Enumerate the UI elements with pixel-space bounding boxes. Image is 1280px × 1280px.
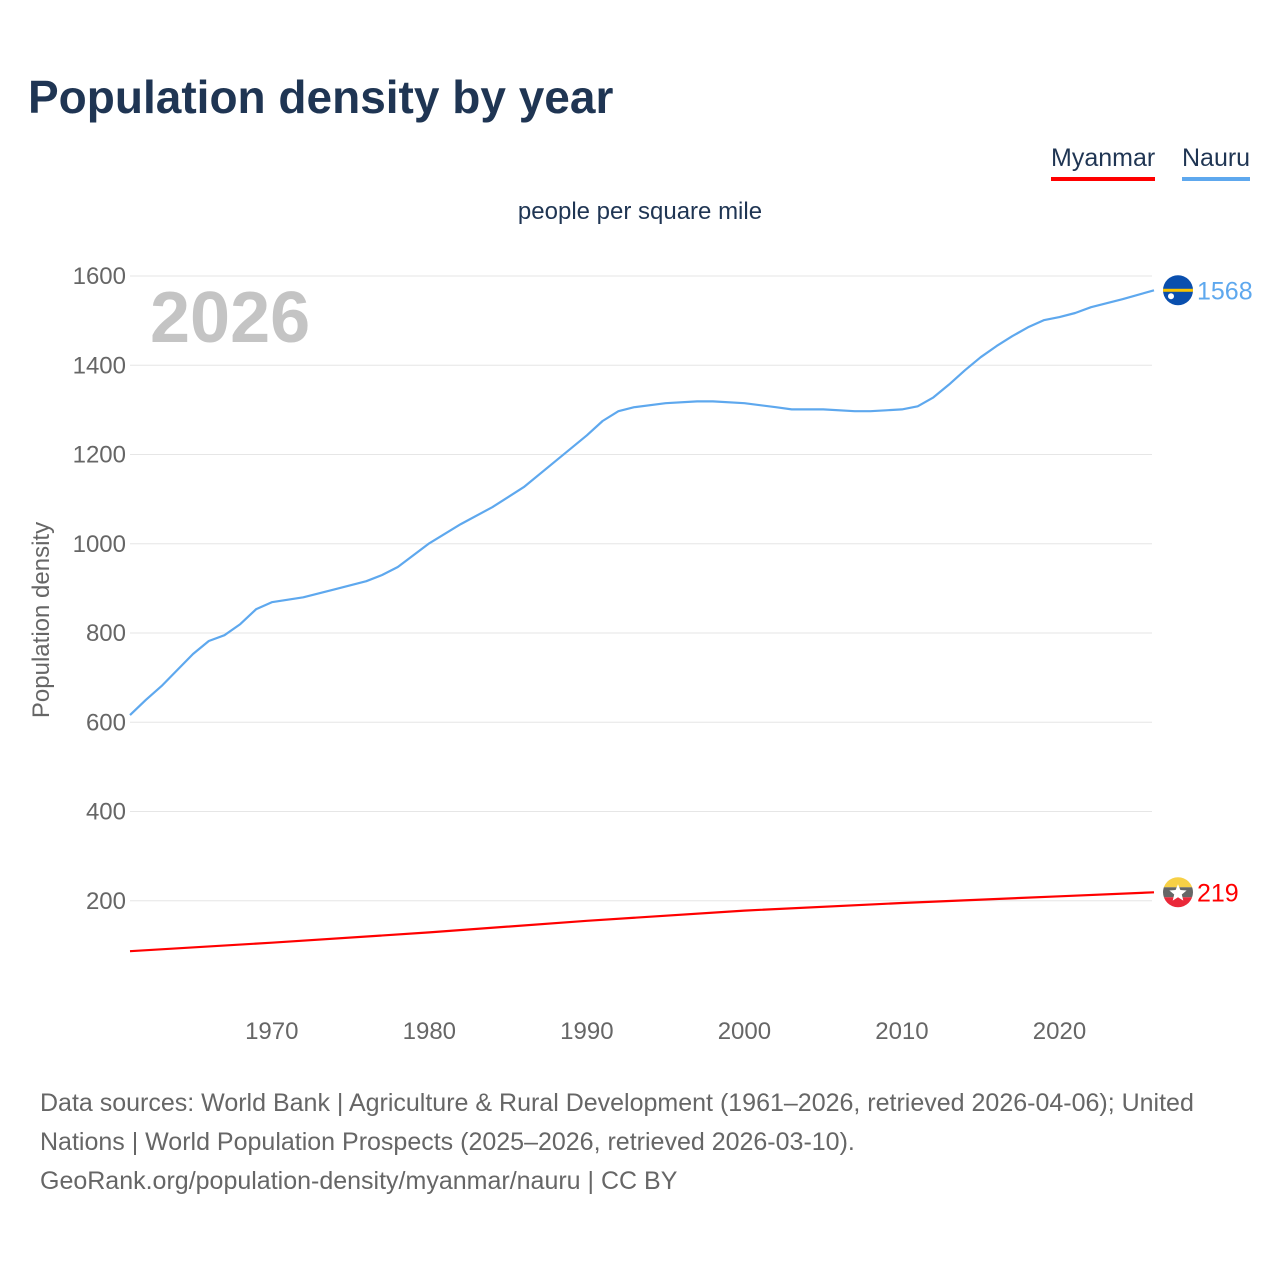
x-tick-label: 1980 [403, 1018, 456, 1045]
x-tick-label: 2020 [1033, 1018, 1086, 1045]
year-watermark: 2026 [150, 278, 310, 358]
x-tick-label: 2000 [718, 1018, 771, 1045]
chart-title: Population density by year [28, 71, 614, 123]
y-tick-label: 400 [86, 799, 126, 826]
y-tick-label: 600 [86, 709, 126, 736]
x-tick-label: 1990 [560, 1018, 613, 1045]
legend-item-myanmar[interactable]: Myanmar [1051, 144, 1156, 181]
source-note: Data sources: World Bank | Agriculture &… [40, 1084, 1250, 1201]
y-tick-label: 1600 [73, 263, 126, 290]
series-line-myanmar [129, 891, 1155, 953]
y-tick-label: 1200 [73, 442, 126, 469]
line-chart: 2026 200 400 600 800 1000 1200 1400 1600 1970 198… [73, 263, 1253, 1045]
y-tick-label: 1400 [73, 352, 126, 379]
end-label-nauru: 1568 [1197, 277, 1253, 305]
x-tick-label: 1970 [245, 1018, 298, 1045]
source-text: Data sources: World Bank | Agriculture &… [40, 1089, 1194, 1156]
y-tick-label: 200 [86, 888, 126, 915]
chart-subtitle: people per square mile [517, 198, 763, 225]
end-label-myanmar: 219 [1197, 879, 1239, 907]
x-tick-label: 2010 [875, 1018, 928, 1045]
legend-item-nauru[interactable]: Nauru [1182, 144, 1251, 181]
nauru-flag-icon [1163, 275, 1193, 306]
source-link[interactable]: GeoRank.org/population-density/myanmar/n… [40, 1167, 678, 1195]
myanmar-flag-icon [1163, 877, 1193, 908]
series-line-nauru [129, 289, 1155, 716]
y-tick-label: 800 [86, 620, 126, 647]
y-tick-label: 1000 [73, 531, 126, 558]
